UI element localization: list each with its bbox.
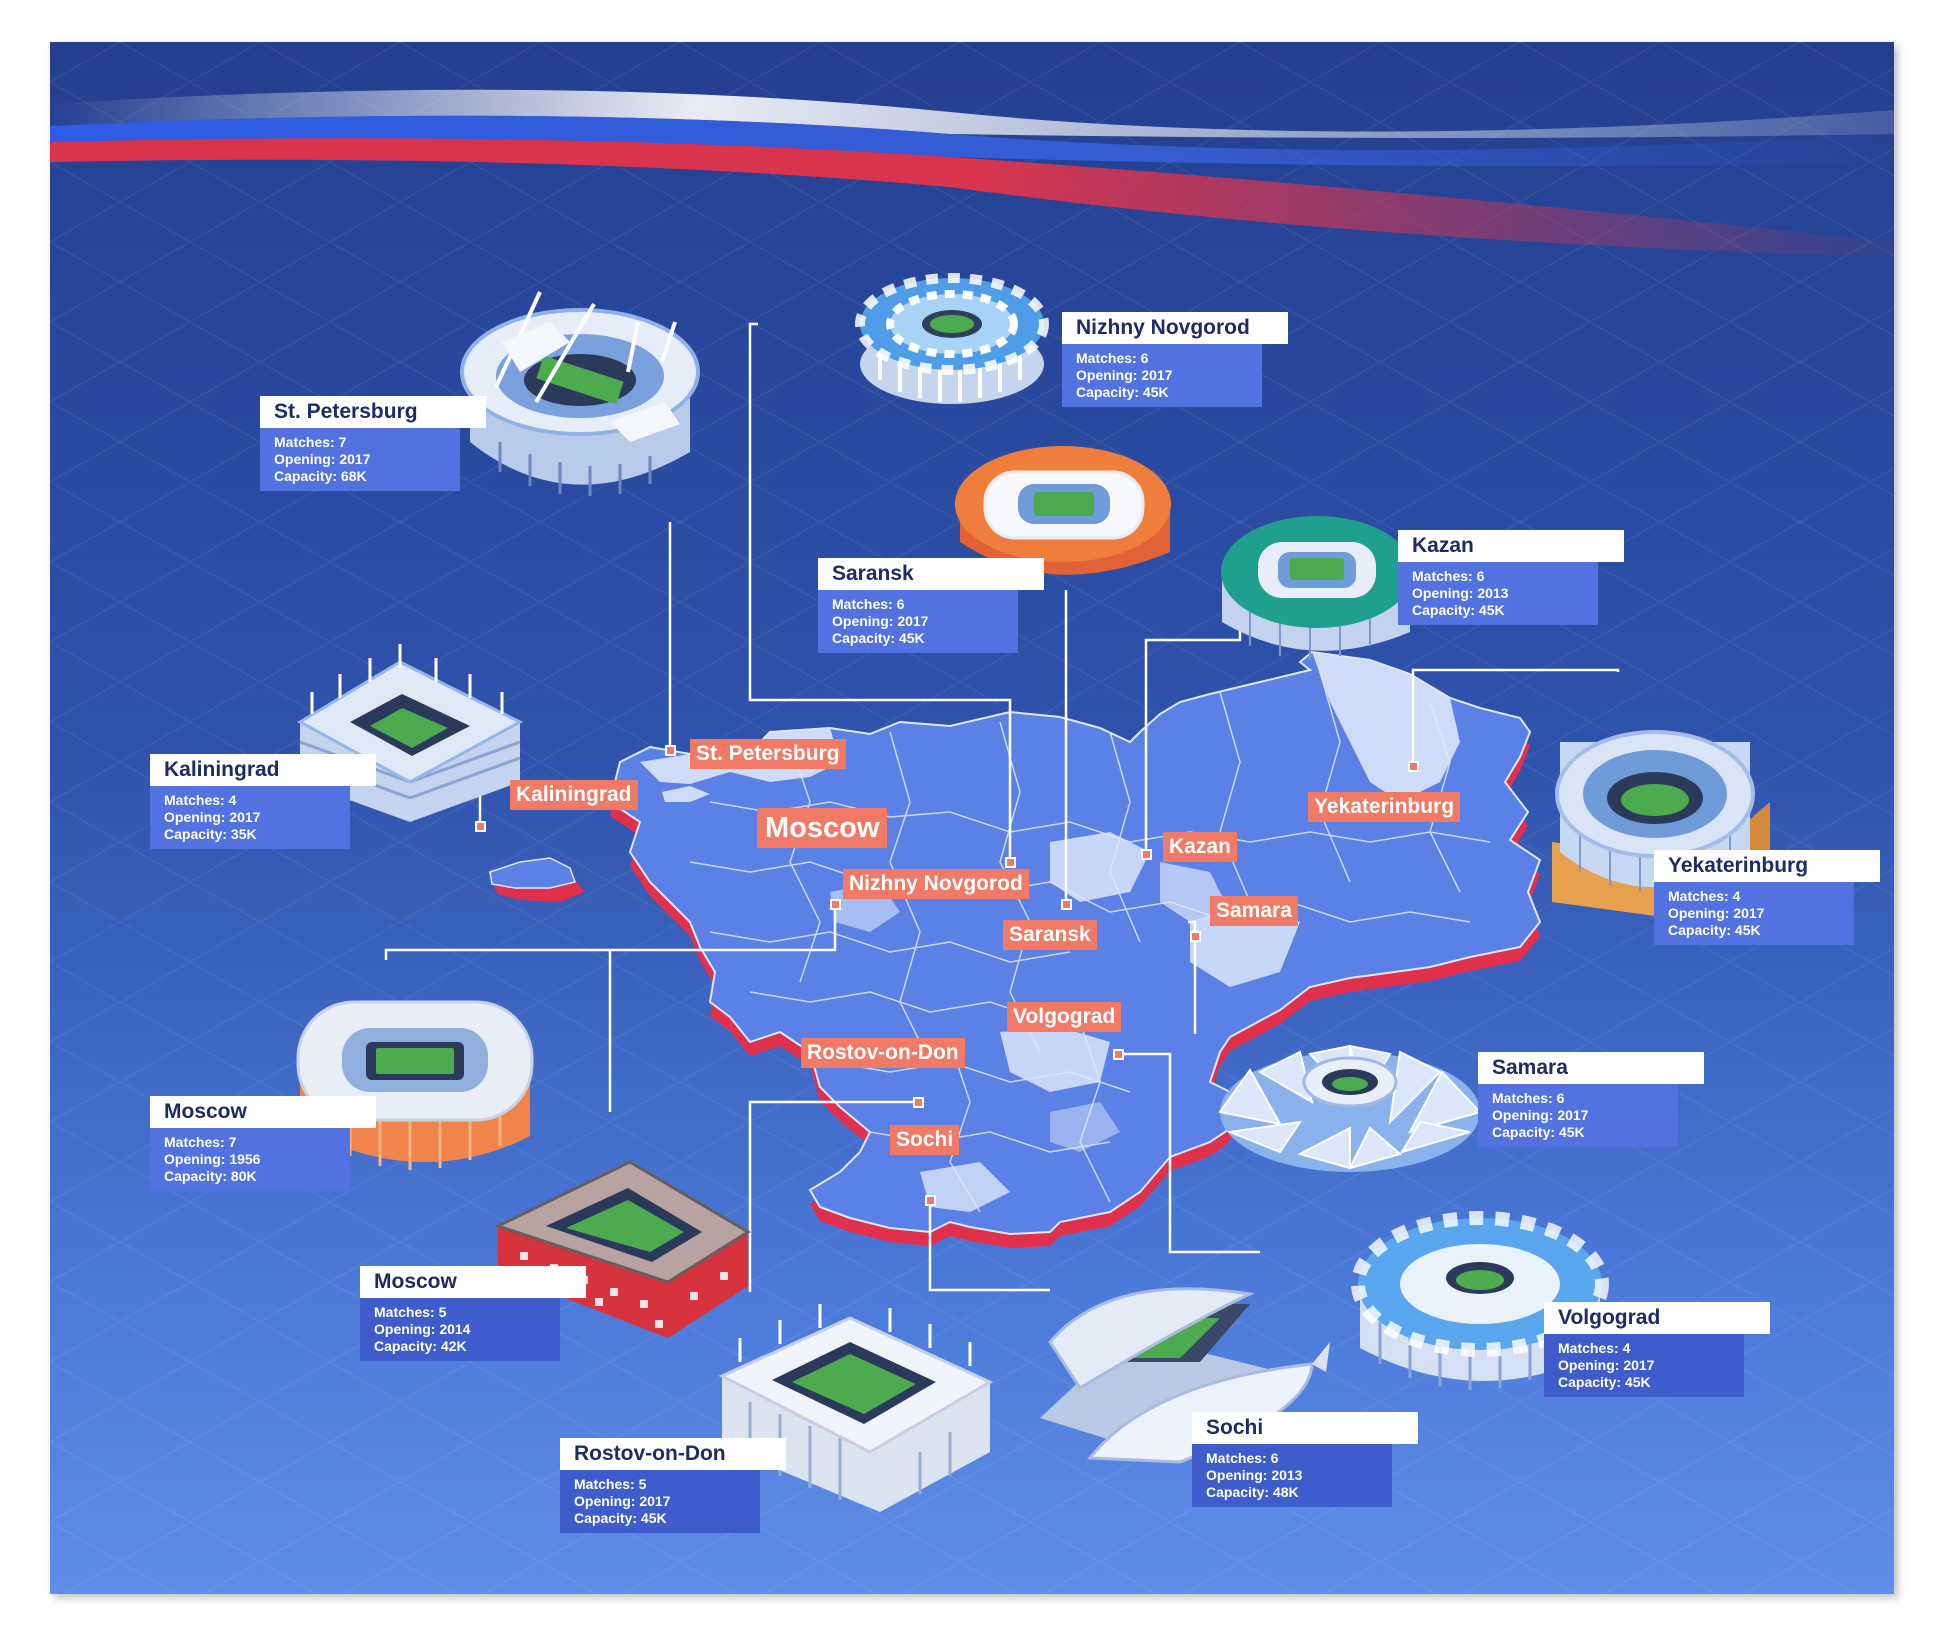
- card-opening: Opening: 2017: [1076, 367, 1173, 383]
- card-capacity: Capacity: 45K: [1558, 1374, 1651, 1390]
- stadium-rostov-on-don: [718, 1304, 994, 1512]
- card-matches: Matches: 6: [832, 596, 905, 612]
- card-title: Yekaterinburg: [1654, 850, 1880, 882]
- card-opening: Opening: 2013: [1206, 1467, 1303, 1483]
- map-label-volgograd: Volgograd: [1007, 1002, 1122, 1032]
- card-opening: Opening: 2017: [574, 1493, 671, 1509]
- info-card-samara: Samara Matches: 6 Opening: 2017 Capacity…: [1478, 1052, 1704, 1147]
- card-capacity: Capacity: 80K: [164, 1168, 257, 1184]
- stadium-volgograd: [1351, 1211, 1609, 1390]
- map-label-sochi: Sochi: [890, 1125, 960, 1155]
- card-matches: Matches: 6: [1492, 1090, 1565, 1106]
- info-card-sochi: Sochi Matches: 6 Opening: 2013 Capacity:…: [1192, 1412, 1418, 1507]
- map-label-kazan: Kazan: [1163, 832, 1237, 862]
- stadium-samara: [1218, 1044, 1482, 1172]
- card-matches: Matches: 5: [374, 1304, 447, 1320]
- card-capacity: Capacity: 42K: [374, 1338, 467, 1354]
- info-card-kazan: Kazan Matches: 6 Opening: 2013 Capacity:…: [1398, 530, 1624, 625]
- card-matches: Matches: 6: [1076, 350, 1149, 366]
- stadium-nizhny-novgorod: [855, 273, 1049, 404]
- card-opening: Opening: 2013: [1412, 585, 1509, 601]
- card-matches: Matches: 5: [574, 1476, 647, 1492]
- card-title: St. Petersburg: [260, 396, 486, 428]
- card-title: Sochi: [1192, 1412, 1418, 1444]
- card-title: Moscow: [360, 1266, 586, 1298]
- map-label-saransk: Saransk: [1003, 920, 1097, 950]
- info-card-st-petersburg: St. Petersburg Matches: 7 Opening: 2017 …: [260, 396, 486, 491]
- card-opening: Opening: 2017: [832, 613, 929, 629]
- city-markers: [475, 745, 1419, 1206]
- card-capacity: Capacity: 45K: [1412, 602, 1505, 618]
- card-capacity: Capacity: 48K: [1206, 1484, 1299, 1500]
- card-opening: Opening: 2017: [274, 451, 371, 467]
- info-card-kaliningrad: Kaliningrad Matches: 4 Opening: 2017 Cap…: [150, 754, 376, 849]
- card-capacity: Capacity: 45K: [1492, 1124, 1585, 1140]
- card-title: Nizhny Novgorod: [1062, 312, 1288, 344]
- card-opening: Opening: 2017: [164, 809, 261, 825]
- card-capacity: Capacity: 45K: [1076, 384, 1169, 400]
- info-card-rostov-on-don: Rostov-on-Don Matches: 5 Opening: 2017 C…: [560, 1438, 786, 1533]
- card-opening: Opening: 2014: [374, 1321, 471, 1337]
- stadium-moscow-luzhniki: [296, 1000, 534, 1170]
- info-card-moscow-spartak: Moscow Matches: 5 Opening: 2014 Capacity…: [360, 1266, 586, 1361]
- card-matches: Matches: 7: [274, 434, 347, 450]
- card-matches: Matches: 4: [1668, 888, 1741, 904]
- card-opening: Opening: 2017: [1668, 905, 1765, 921]
- stadium-kaliningrad: [296, 644, 524, 822]
- stadium-kazan: [1221, 516, 1413, 660]
- info-card-nizhny-novgorod: Nizhny Novgorod Matches: 6 Opening: 2017…: [1062, 312, 1288, 407]
- map-label-yekaterinburg: Yekaterinburg: [1308, 792, 1461, 822]
- map-label-moscow: Moscow: [757, 808, 888, 848]
- card-title: Kazan: [1398, 530, 1624, 562]
- infographic-panel: St. Petersburg Kaliningrad Moscow Nizhny…: [50, 42, 1894, 1594]
- card-opening: Opening: 2017: [1492, 1107, 1589, 1123]
- stadium-saransk: [955, 446, 1171, 575]
- stadium-st-petersburg: [460, 291, 700, 496]
- info-card-volgograd: Volgograd Matches: 4 Opening: 2017 Capac…: [1544, 1302, 1770, 1397]
- card-matches: Matches: 4: [1558, 1340, 1631, 1356]
- card-title: Rostov-on-Don: [560, 1438, 786, 1470]
- card-matches: Matches: 6: [1412, 568, 1485, 584]
- card-matches: Matches: 6: [1206, 1450, 1279, 1466]
- leader-lines: [384, 322, 1620, 1292]
- card-title: Saransk: [818, 558, 1044, 590]
- map-label-kaliningrad: Kaliningrad: [510, 780, 638, 810]
- card-capacity: Capacity: 45K: [574, 1510, 667, 1526]
- card-capacity: Capacity: 45K: [1668, 922, 1761, 938]
- map-label-st-petersburg: St. Petersburg: [690, 739, 846, 769]
- card-matches: Matches: 7: [164, 1134, 237, 1150]
- info-card-saransk: Saransk Matches: 6 Opening: 2017 Capacit…: [818, 558, 1044, 653]
- card-opening: Opening: 2017: [1558, 1357, 1655, 1373]
- info-card-moscow-luzhniki: Moscow Matches: 7 Opening: 1956 Capacity…: [150, 1096, 376, 1191]
- flag-ribbon: [50, 89, 1894, 257]
- card-title: Kaliningrad: [150, 754, 376, 786]
- map-label-rostov-on-don: Rostov-on-Don: [801, 1038, 965, 1068]
- card-title: Samara: [1478, 1052, 1704, 1084]
- card-title: Moscow: [150, 1096, 376, 1128]
- card-capacity: Capacity: 45K: [832, 630, 925, 646]
- card-capacity: Capacity: 35K: [164, 826, 257, 842]
- map-label-samara: Samara: [1210, 896, 1298, 926]
- info-card-yekaterinburg: Yekaterinburg Matches: 4 Opening: 2017 C…: [1654, 850, 1880, 945]
- card-title: Volgograd: [1544, 1302, 1770, 1334]
- card-capacity: Capacity: 68K: [274, 468, 367, 484]
- map-label-nizhny-novgorod: Nizhny Novgorod: [843, 869, 1029, 899]
- card-matches: Matches: 4: [164, 792, 237, 808]
- card-opening: Opening: 1956: [164, 1151, 261, 1167]
